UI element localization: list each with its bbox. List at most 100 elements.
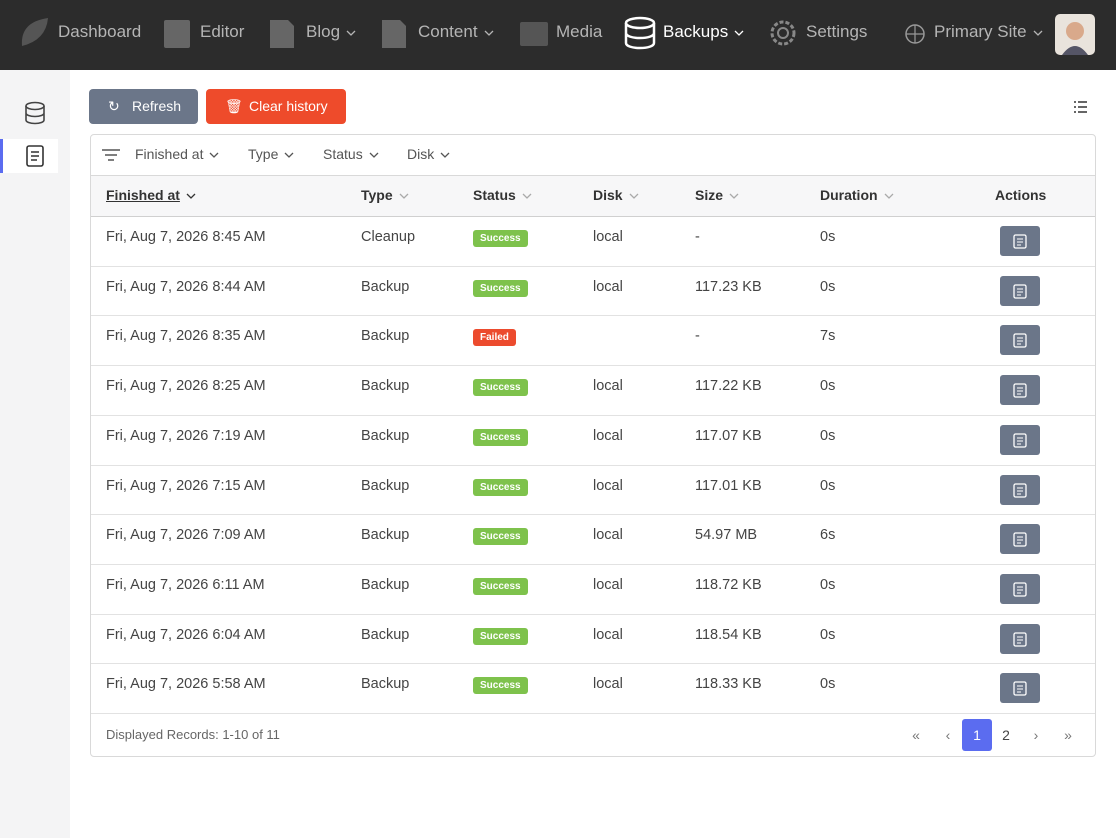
view-log-button[interactable] (1000, 226, 1040, 256)
status-badge: Success (473, 379, 528, 397)
table-cell: 6s (820, 527, 836, 544)
table-cell: Fri, Aug 7, 2026 5:58 AM (106, 676, 266, 693)
nav-item[interactable]: Content (418, 22, 494, 42)
status-badge: Success (473, 627, 528, 645)
table-cell: Fri, Aug 7, 2026 8:25 AM (106, 378, 266, 395)
nav-item[interactable]: Blog (306, 22, 356, 42)
filter-label: Status (323, 146, 363, 162)
first-page[interactable]: « (912, 727, 920, 743)
status-badge: Success (473, 230, 528, 247)
row-divider (91, 315, 1095, 317)
table-cell: Backup (361, 378, 410, 395)
table-cell: Fri, Aug 7, 2026 7:09 AM (106, 527, 266, 544)
table-header (91, 176, 1095, 216)
clear-button[interactable]: 🗑 Clear history (206, 89, 346, 124)
table-cell: local (593, 229, 623, 245)
next-page[interactable]: › (1033, 727, 1039, 743)
filter-label: Disk (407, 146, 435, 162)
nav-item[interactable]: Media (556, 22, 602, 42)
view-log-button[interactable] (1000, 424, 1040, 455)
table-cell: 117.22 KB (695, 378, 762, 395)
prev-page[interactable]: ‹ (945, 727, 951, 743)
table-cell: local (593, 676, 623, 693)
column-label: Actions (995, 187, 1047, 203)
table-cell: local (593, 626, 623, 643)
row-divider (91, 265, 1095, 267)
status-badge: Success (473, 428, 528, 446)
refresh-button[interactable]: ↻ Refresh (89, 89, 198, 124)
nav-label: Blog (306, 22, 341, 41)
clear-label: Clear history (249, 98, 328, 114)
table-cell: 0s (820, 378, 836, 395)
view-log-button[interactable] (1000, 623, 1040, 654)
column-header[interactable]: Duration (820, 187, 894, 203)
filter-dropdown[interactable]: Status (323, 146, 379, 162)
view-log-button[interactable] (1000, 573, 1040, 604)
column-label: Duration (820, 187, 878, 203)
table-cell: Fri, Aug 7, 2026 6:04 AM (106, 626, 266, 643)
table-cell: local (593, 378, 623, 395)
nav-icons (21, 14, 1095, 55)
records-count: Displayed Records: 1-10 of 11 (106, 727, 280, 742)
table-cell: Backup (361, 626, 410, 643)
top-bar (0, 0, 1116, 70)
nav-label: Editor (200, 22, 245, 41)
page-button[interactable]: 1 (962, 719, 992, 751)
row-divider (91, 365, 1095, 367)
table-cell: - (695, 229, 700, 245)
column-header[interactable]: Size (695, 187, 739, 203)
table-cell: 0s (820, 676, 836, 693)
refresh-label: Refresh (132, 98, 182, 114)
table-cell: Backup (361, 576, 410, 593)
column-label: Type (361, 187, 393, 203)
page-button[interactable]: 2 (1002, 727, 1010, 743)
table-cell: Backup (361, 328, 410, 345)
table-cell: 117.01 KB (695, 477, 762, 494)
nav-item[interactable]: Backups (663, 22, 744, 42)
view-log-button[interactable] (1000, 524, 1040, 555)
view-log-button[interactable] (1000, 375, 1040, 406)
column-header[interactable]: Status (473, 187, 532, 203)
last-page[interactable]: » (1064, 727, 1072, 743)
nav-item[interactable]: Settings (806, 22, 867, 42)
table-cell: - (695, 328, 700, 345)
row-divider (91, 563, 1095, 565)
table-cell: 7s (820, 328, 836, 345)
nav-item[interactable]: Dashboard (58, 22, 141, 42)
column-header[interactable]: Disk (593, 187, 639, 203)
divider (91, 216, 1095, 217)
table-cell: 0s (820, 427, 836, 444)
status-badge: Success (473, 577, 528, 595)
nav-label: Dashboard (58, 22, 142, 41)
filter-icon (102, 149, 120, 161)
view-log-button[interactable] (1000, 474, 1040, 505)
column-label: Size (695, 187, 724, 203)
site-selector[interactable]: Primary Site (934, 22, 1043, 42)
filter-dropdown[interactable]: Type (248, 146, 294, 162)
table-cell: 0s (820, 477, 836, 494)
status-badge: Success (473, 528, 528, 546)
nav-label: Backups (663, 22, 729, 41)
table-cell: local (593, 477, 623, 494)
column-label: Status (473, 187, 516, 203)
table-cell: 117.07 KB (695, 427, 762, 444)
view-log-button[interactable] (1000, 275, 1040, 306)
column-label: Disk (593, 187, 623, 203)
table-cell: local (593, 527, 623, 544)
filter-label: Type (248, 146, 279, 162)
table-cell: 0s (820, 626, 836, 643)
filter-dropdown[interactable]: Disk (407, 146, 450, 162)
column-header[interactable]: Finished at (106, 187, 196, 203)
columns-toggle[interactable] (1072, 99, 1088, 115)
row-divider (91, 414, 1095, 416)
site-label: Primary Site (934, 22, 1027, 41)
row-divider (91, 713, 1095, 714)
column-header: Actions (995, 187, 1046, 203)
view-log-button[interactable] (1000, 673, 1040, 704)
column-header[interactable]: Type (361, 187, 409, 203)
filter-dropdown[interactable]: Finished at (135, 146, 219, 162)
view-log-button[interactable] (1000, 325, 1040, 356)
nav-item[interactable]: Editor (200, 22, 244, 42)
table-cell: Fri, Aug 7, 2026 8:35 AM (106, 328, 266, 345)
